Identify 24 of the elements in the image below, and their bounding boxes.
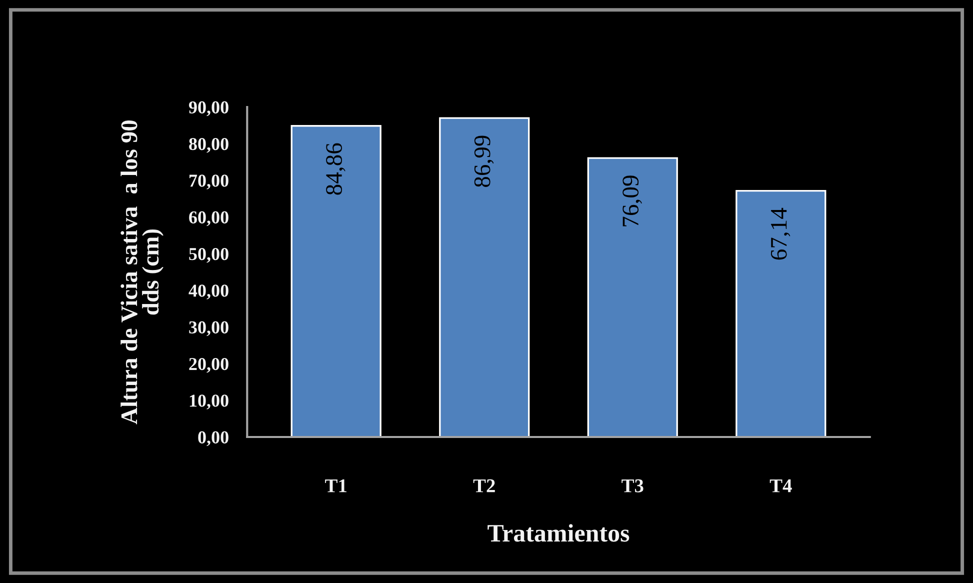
y-tick-label: 40,00	[188, 284, 228, 300]
bar	[736, 190, 826, 438]
bar	[439, 117, 530, 438]
y-tick-label: 20,00	[189, 358, 228, 373]
data-label: 76,09	[622, 176, 642, 226]
y-tick-label: 10,00	[190, 394, 228, 410]
x-tick-label: T4	[770, 479, 792, 492]
bar	[290, 125, 382, 438]
y-tick-label: 0,00	[198, 431, 228, 446]
data-label: 86,99	[474, 136, 494, 187]
y-axis-title: Altura de Vicia sativa a los 90 dds (cm)	[120, 120, 164, 424]
y-tick-label: 30,00	[189, 321, 228, 336]
x-tick-label: T2	[473, 479, 495, 492]
y-tick-label: 60,00	[189, 211, 228, 226]
y-tick-label: 90,00	[188, 101, 228, 116]
data-label: 84,86	[326, 143, 346, 195]
y-tick-label: 50,00	[189, 248, 228, 263]
x-tick-label: T1	[325, 479, 346, 492]
data-label: 67,14	[770, 208, 790, 260]
x-axis-title: Tratamientos	[488, 524, 630, 542]
x-tick-label: T3	[622, 479, 644, 492]
bar	[587, 157, 678, 438]
y-tick-label: 70,00	[189, 174, 228, 190]
y-tick-label: 80,00	[189, 138, 228, 153]
